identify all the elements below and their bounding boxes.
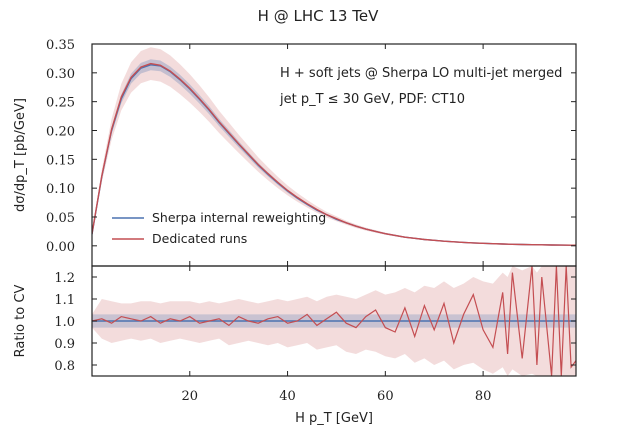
- main-ytick-label: 0.35: [46, 38, 75, 53]
- main-annotation-line-2: jet p_T ≤ 30 GeV, PDF: CT10: [279, 92, 465, 107]
- main-ytick-label: 0.25: [46, 96, 75, 111]
- xtick-label: 80: [475, 389, 492, 404]
- main-ytick-label: 0.05: [46, 211, 75, 226]
- main-ytick-label: 0.10: [46, 182, 75, 197]
- legend: Sherpa internal reweighting Dedicated ru…: [112, 210, 326, 246]
- ratio-y-axis-label: Ratio to CV: [13, 285, 28, 358]
- legend-label-dedicated-runs: Dedicated runs: [152, 231, 247, 246]
- xtick-label: 60: [377, 389, 394, 404]
- main-ytick-label: 0.15: [46, 153, 75, 168]
- ratio-ytick-label: 1.0: [54, 315, 75, 330]
- main-ytick-label: 0.30: [46, 67, 75, 82]
- xtick-label: 40: [279, 389, 296, 404]
- x-axis-label: H p_T [GeV]: [295, 411, 373, 426]
- main-line-dedicated-runs: [92, 62, 576, 246]
- ratio-ytick-label: 0.8: [54, 359, 75, 374]
- main-ytick-label: 0.20: [46, 124, 75, 139]
- ratio-ytick-label: 0.9: [54, 337, 75, 352]
- main-y-axis-label: dσ/dp_T [pb/GeV]: [13, 98, 28, 212]
- chart-title: H @ LHC 13 TeV: [258, 7, 379, 25]
- legend-label-sherpa-internal-reweighting: Sherpa internal reweighting: [152, 210, 326, 225]
- main-ytick-label: 0.00: [46, 240, 75, 255]
- ratio-line-dedicated-runs: [92, 266, 576, 376]
- main-annotation-line-1: H + soft jets @ Sherpa LO multi-jet merg…: [280, 66, 562, 81]
- xtick-label: 20: [182, 389, 199, 404]
- ratio-ytick-label: 1.1: [54, 293, 75, 308]
- ratio-ytick-label: 1.2: [54, 271, 75, 286]
